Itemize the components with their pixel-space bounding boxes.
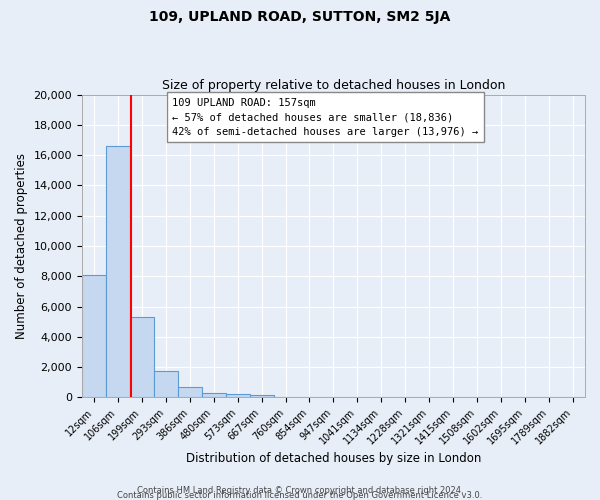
Bar: [82, 275, 106, 398]
Text: Contains public sector information licensed under the Open Government Licence v3: Contains public sector information licen…: [118, 490, 482, 500]
Bar: [178, 387, 202, 398]
Bar: [226, 394, 250, 398]
Bar: [250, 395, 274, 398]
Bar: [106, 146, 130, 398]
Bar: [154, 371, 178, 398]
Title: Size of property relative to detached houses in London: Size of property relative to detached ho…: [162, 79, 505, 92]
Bar: [130, 317, 154, 398]
Text: 109 UPLAND ROAD: 157sqm
← 57% of detached houses are smaller (18,836)
42% of sem: 109 UPLAND ROAD: 157sqm ← 57% of detache…: [172, 98, 479, 137]
Text: Contains HM Land Registry data © Crown copyright and database right 2024.: Contains HM Land Registry data © Crown c…: [137, 486, 463, 495]
Bar: [202, 393, 226, 398]
Text: 109, UPLAND ROAD, SUTTON, SM2 5JA: 109, UPLAND ROAD, SUTTON, SM2 5JA: [149, 10, 451, 24]
Y-axis label: Number of detached properties: Number of detached properties: [15, 153, 28, 339]
X-axis label: Distribution of detached houses by size in London: Distribution of detached houses by size …: [186, 452, 481, 465]
